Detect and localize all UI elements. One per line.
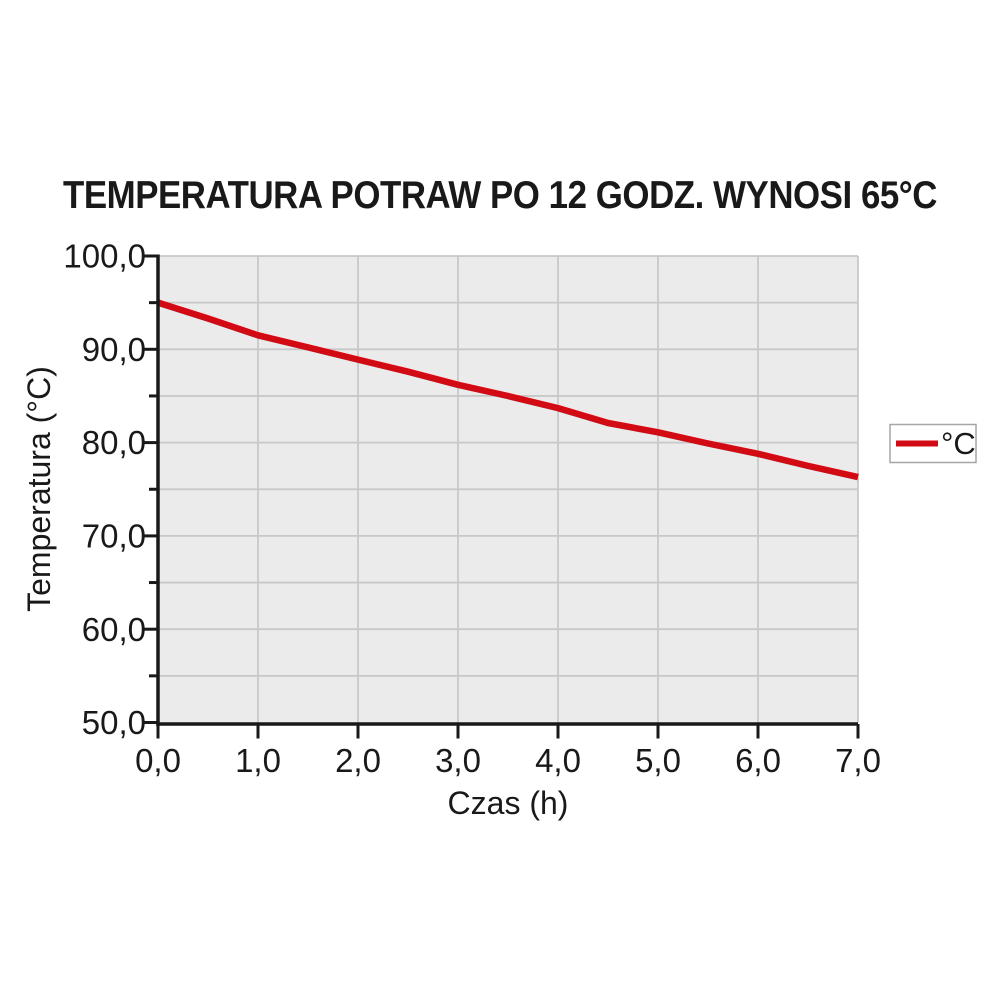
y-tick-label-50: 50,0 (82, 704, 146, 741)
x-tick-label-5: 5,0 (635, 742, 681, 779)
x-tick-label-3: 3,0 (435, 742, 481, 779)
x-tick-label-2: 2,0 (335, 742, 381, 779)
axis-ticks (144, 254, 860, 739)
y-tick-label-90: 90,0 (82, 331, 146, 368)
x-tick-label-6: 6,0 (735, 742, 781, 779)
chart-title: TEMPERATURA POTRAW PO 12 GODZ. WYNOSI 65… (63, 174, 937, 217)
temperature-line (157, 299, 859, 481)
x-tick-label-7: 7,0 (835, 742, 881, 779)
x-tick-labels: 0,0 1,0 2,0 3,0 4,0 5,0 6,0 7,0 (135, 742, 881, 779)
y-tick-label-60: 60,0 (82, 611, 146, 648)
x-tick-label-0: 0,0 (135, 742, 181, 779)
y-tick-label-100: 100,0 (63, 238, 146, 275)
x-axis-title: Czas (h) (448, 785, 569, 821)
y-tick-labels: 100,0 90,0 80,0 70,0 60,0 50,0 (63, 238, 146, 742)
y-axis-title: Temperatura (°C) (21, 366, 57, 612)
x-tick-label-1: 1,0 (235, 742, 281, 779)
y-tick-label-80: 80,0 (82, 424, 146, 461)
x-tick-label-4: 4,0 (535, 742, 581, 779)
legend: °C (889, 423, 977, 464)
legend-label: °C (941, 426, 976, 461)
y-tick-label-70: 70,0 (82, 517, 146, 554)
